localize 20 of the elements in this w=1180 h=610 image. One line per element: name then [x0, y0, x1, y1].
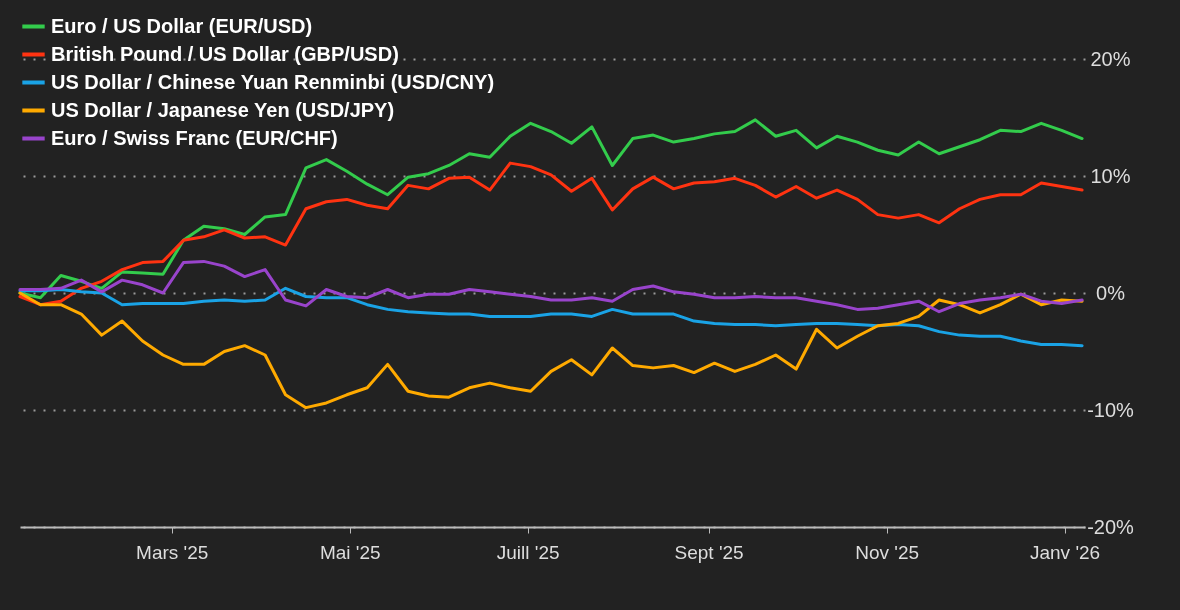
x-tick-label: Juill '25 [496, 541, 560, 563]
x-tick-label: Nov '25 [855, 541, 919, 563]
x-tick-label: Sept '25 [674, 541, 744, 563]
y-tick-label: 0% [1096, 281, 1126, 304]
legend-label: US Dollar / Chinese Yuan Renminbi (USD/CNY) [51, 70, 495, 93]
y-tick-label: -20% [1087, 515, 1135, 538]
legend-label: US Dollar / Japanese Yen (USD/JPY) [51, 98, 395, 121]
x-tick-label: Mai '25 [319, 541, 381, 563]
legend-label: Euro / Swiss Franc (EUR/CHF) [51, 126, 338, 149]
y-tick-label: -10% [1087, 398, 1135, 421]
x-tick-label: Mars '25 [136, 541, 209, 563]
line-series [18, 161, 1084, 307]
legend-label: British Pound / US Dollar (GBP/USD) [51, 42, 399, 65]
line-series [18, 259, 1084, 314]
line-series [18, 291, 1084, 410]
x-tick-label: Janv '26 [1029, 541, 1101, 563]
line-series [18, 286, 1084, 348]
y-tick-label: 20% [1090, 47, 1131, 70]
y-tick-label: 10% [1090, 164, 1131, 187]
legend-label: Euro / US Dollar (EUR/USD) [51, 14, 313, 37]
